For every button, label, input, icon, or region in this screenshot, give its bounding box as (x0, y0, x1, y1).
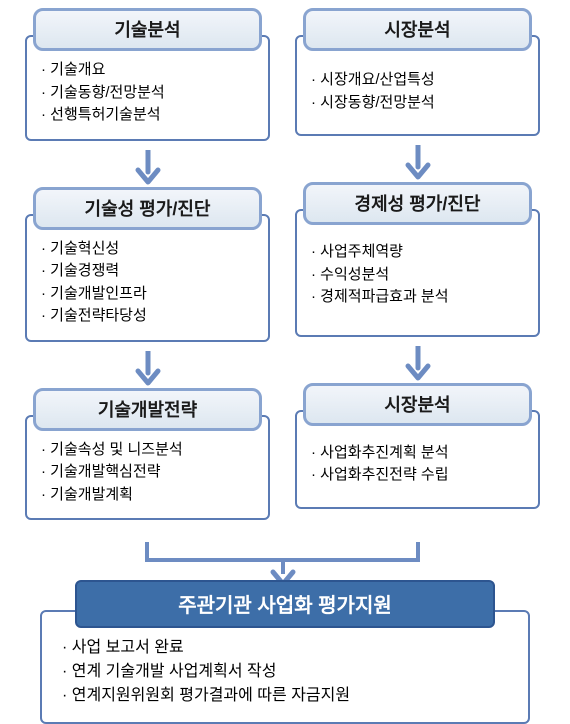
node-final: 주관기관 사업화 평가지원 · 사업 보고서 완료 · 연계 기술개발 사업계획… (40, 580, 530, 724)
node-item: · 기술개발핵심전략 (41, 461, 254, 484)
node-item: · 시장동향/전망분석 (311, 92, 524, 115)
node-tech-analysis: 기술분석 · 기술개요 · 기술동향/전망분석 · 선행특허기술분석 (25, 8, 270, 141)
node-title: 시장분석 (303, 8, 532, 51)
node-body: · 사업주체역량 · 수익성분석 · 경제적파급효과 분석 (295, 209, 540, 337)
node-item: · 기술혁신성 (41, 238, 254, 261)
arrow-down-icon (295, 144, 540, 182)
node-item: · 기술개발인프라 (41, 283, 254, 306)
node-market-analysis: 시장분석 · 시장개요/산업특성 · 시장동향/전망분석 (295, 8, 540, 136)
node-title: 기술분석 (33, 8, 262, 51)
node-item: · 기술전략타당성 (41, 305, 254, 328)
node-item: · 사업화추진계획 분석 (311, 442, 524, 465)
final-title: 주관기관 사업화 평가지원 (75, 580, 495, 628)
node-item: · 경제적파급효과 분석 (311, 286, 524, 309)
node-item: · 기술동향/전망분석 (41, 82, 254, 105)
node-item: · 기술속성 및 니즈분석 (41, 439, 254, 462)
node-market-analysis-2: 시장분석 · 사업화추진계획 분석 · 사업화추진전략 수립 (295, 383, 540, 509)
node-item: · 수익성분석 (311, 264, 524, 287)
arrow-down-icon (295, 345, 540, 383)
node-item: · 시장개요/산업특성 (311, 69, 524, 92)
node-item: · 연계지원위원회 평가결과에 따른 자금지원 (62, 684, 508, 708)
node-economic-eval: 경제성 평가/진단 · 사업주체역량 · 수익성분석 · 경제적파급효과 분석 (295, 182, 540, 337)
node-item: · 연계 기술개발 사업계획서 작성 (62, 660, 508, 684)
node-item: · 사업화추진전략 수립 (311, 464, 524, 487)
node-item: · 선행특허기술분석 (41, 104, 254, 127)
node-item: · 사업 보고서 완료 (62, 636, 508, 660)
node-tech-eval: 기술성 평가/진단 · 기술혁신성 · 기술경쟁력 · 기술개발인프라 · 기술… (25, 187, 270, 342)
node-title: 시장분석 (303, 383, 532, 426)
node-title: 경제성 평가/진단 (303, 182, 532, 225)
node-item: · 기술개발계획 (41, 484, 254, 507)
arrow-down-icon (25, 149, 270, 187)
node-tech-strategy: 기술개발전략 · 기술속성 및 니즈분석 · 기술개발핵심전략 · 기술개발계획 (25, 388, 270, 521)
node-body: · 기술혁신성 · 기술경쟁력 · 기술개발인프라 · 기술전략타당성 (25, 214, 270, 342)
node-title: 기술성 평가/진단 (33, 187, 262, 230)
node-item: · 사업주체역량 (311, 241, 524, 264)
node-title: 기술개발전략 (33, 388, 262, 431)
node-item: · 기술개요 (41, 59, 254, 82)
arrow-down-icon (25, 350, 270, 388)
node-item: · 기술경쟁력 (41, 260, 254, 283)
